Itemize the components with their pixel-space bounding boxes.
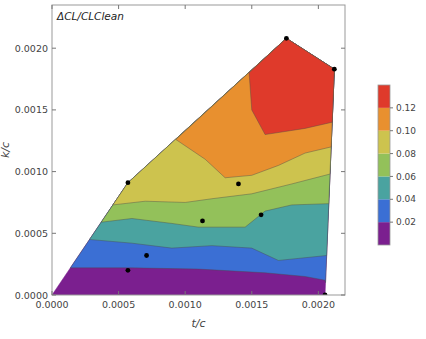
sample-point xyxy=(200,219,205,224)
plot-area xyxy=(52,36,337,295)
y-tick-right xyxy=(341,233,345,234)
contour-band xyxy=(101,38,334,227)
y-tick-label: 0.0015 xyxy=(15,104,48,115)
x-tick xyxy=(185,291,186,295)
x-tick xyxy=(318,291,319,295)
plot-frame xyxy=(52,5,345,295)
x-tick-label: 0.0015 xyxy=(235,299,268,310)
y-tick-label: 0.0010 xyxy=(15,166,48,177)
colorbar-frame xyxy=(378,85,390,245)
colorbar-tick-label: 0.04 xyxy=(396,194,416,204)
x-tick-top xyxy=(251,5,252,9)
colorbar-band xyxy=(378,154,390,177)
colorbar-tick xyxy=(390,130,393,131)
x-tick-label: 0.0000 xyxy=(35,299,68,310)
colorbar-tick-label: 0.12 xyxy=(396,103,416,113)
y-tick xyxy=(52,295,56,296)
x-tick-top xyxy=(185,5,186,9)
x-tick xyxy=(52,291,53,295)
chart: 0.0000 0.0005 0.0010 0.0015 0.0020 0.0000 0.00… xyxy=(0,0,426,339)
sample-point xyxy=(144,253,149,258)
y-tick-label: 0.0005 xyxy=(15,228,48,239)
x-tick-label: 0.0005 xyxy=(102,299,135,310)
colorbar-band xyxy=(378,199,390,222)
y-tick-right xyxy=(341,109,345,110)
x-tick-label: 0.0010 xyxy=(169,299,202,310)
colorbar-band xyxy=(378,85,390,108)
colorbar-tick xyxy=(390,153,393,154)
y-tick xyxy=(52,171,56,172)
x-tick xyxy=(251,291,252,295)
colorbar-band xyxy=(378,222,390,245)
colorbar: 0.02 0.04 0.06 0.08 0.10 0.12 xyxy=(378,85,416,245)
y-tick xyxy=(52,48,56,49)
contour-band xyxy=(90,38,335,260)
y-axis-label: k/c xyxy=(0,142,12,158)
contour-band xyxy=(113,38,334,205)
colorbar-tick xyxy=(390,107,393,108)
y-tick-right xyxy=(341,48,345,49)
sample-point xyxy=(259,212,264,217)
colorbar-tick-label: 0.10 xyxy=(396,126,416,136)
y-tick-label: 0.0000 xyxy=(15,290,48,301)
sample-point xyxy=(236,182,241,187)
x-tick-top xyxy=(118,5,119,9)
colorbar-tick-label: 0.02 xyxy=(396,217,416,227)
colorbar-band xyxy=(378,176,390,199)
colorbar-tick-label: 0.08 xyxy=(396,149,416,159)
colorbar-band xyxy=(378,108,390,131)
y-tick xyxy=(52,233,56,234)
y-tick xyxy=(52,109,56,110)
x-tick-label: 0.0020 xyxy=(302,299,335,310)
y-tick-right xyxy=(341,295,345,296)
title: ΔCL/CLClean xyxy=(56,10,124,22)
x-tick-top xyxy=(52,5,53,9)
contour-domain xyxy=(52,38,334,295)
sample-point xyxy=(126,268,131,273)
colorbar-tick-label: 0.06 xyxy=(396,172,416,182)
contour-band xyxy=(70,38,334,282)
contour-band xyxy=(176,38,334,177)
contour-band xyxy=(249,38,334,134)
y-tick-right xyxy=(341,171,345,172)
colorbar-tick xyxy=(390,222,393,223)
x-tick xyxy=(118,291,119,295)
sample-point xyxy=(332,67,337,72)
sample-point xyxy=(284,36,289,41)
x-axis-label: t/c xyxy=(191,317,205,330)
sample-point xyxy=(126,180,131,185)
x-tick-top xyxy=(318,5,319,9)
colorbar-tick xyxy=(390,176,393,177)
y-tick-label: 0.0020 xyxy=(15,43,48,54)
colorbar-tick xyxy=(390,199,393,200)
colorbar-band xyxy=(378,131,390,154)
